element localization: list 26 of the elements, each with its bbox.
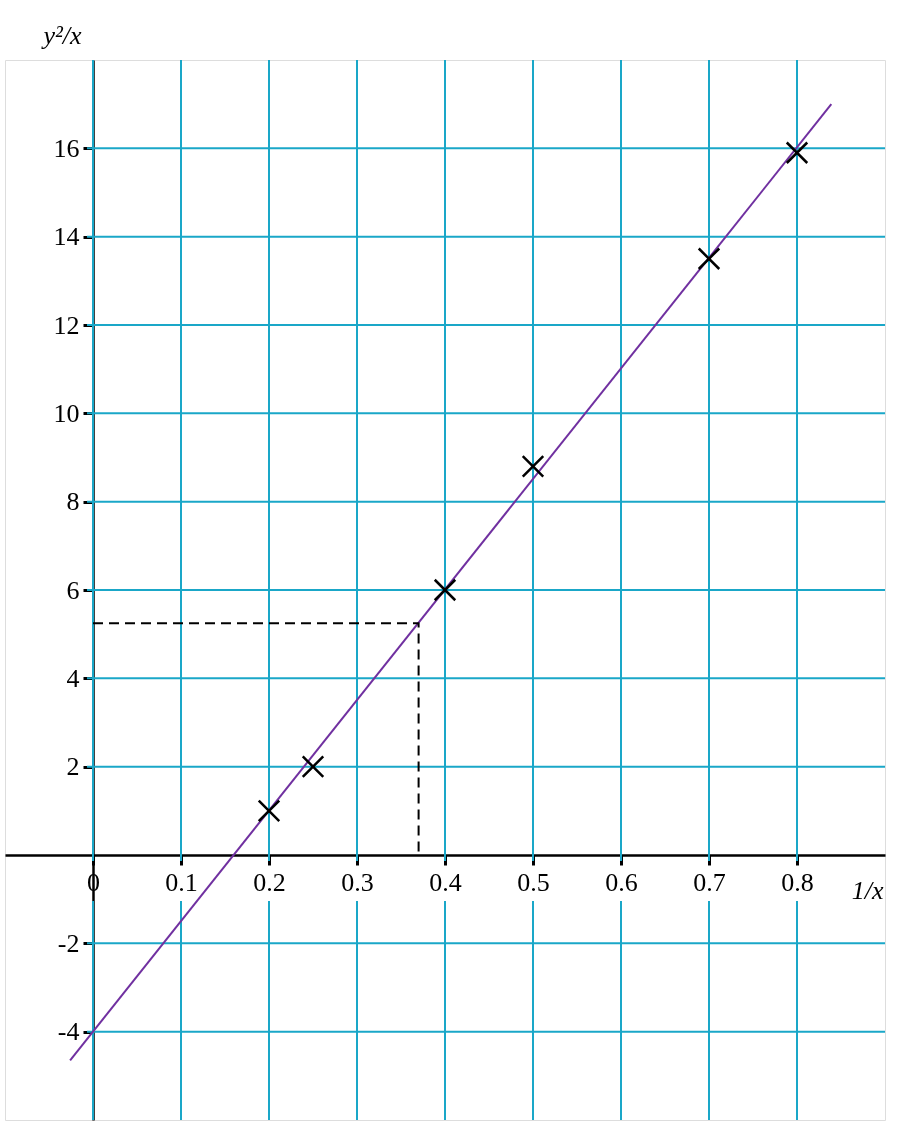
x-axis-title: 1/x	[851, 875, 884, 905]
x-tick-label: 0.2	[253, 867, 286, 897]
y-tick-label: 8	[66, 487, 80, 517]
y-tick-label: -4	[57, 1017, 80, 1047]
point	[433, 578, 457, 602]
y-tick-label: -2	[57, 928, 80, 958]
y-tick-label: 2	[66, 752, 80, 782]
y-tick-label: 10	[53, 398, 80, 428]
x-tick-label: 0.8	[781, 867, 814, 897]
x-tick-label: 0.7	[693, 867, 726, 897]
x-tick-label: 0.1	[165, 867, 198, 897]
point	[697, 247, 721, 271]
x-tick-label: 0.6	[605, 867, 638, 897]
x-tick-label: 0.4	[429, 867, 462, 897]
point	[785, 141, 809, 165]
y-axis-title: y²/x	[40, 20, 83, 50]
point	[257, 799, 281, 823]
y-tick-label: 4	[66, 663, 80, 693]
y-tick-label: 12	[53, 310, 80, 340]
y-tick-label: 14	[53, 222, 80, 252]
point	[301, 755, 325, 779]
point	[521, 454, 545, 478]
x-tick-label: 0.5	[517, 867, 550, 897]
y-tick-label: 6	[66, 575, 80, 605]
y-tick-label: 16	[53, 133, 80, 163]
x-tick-label: 0.3	[341, 867, 374, 897]
